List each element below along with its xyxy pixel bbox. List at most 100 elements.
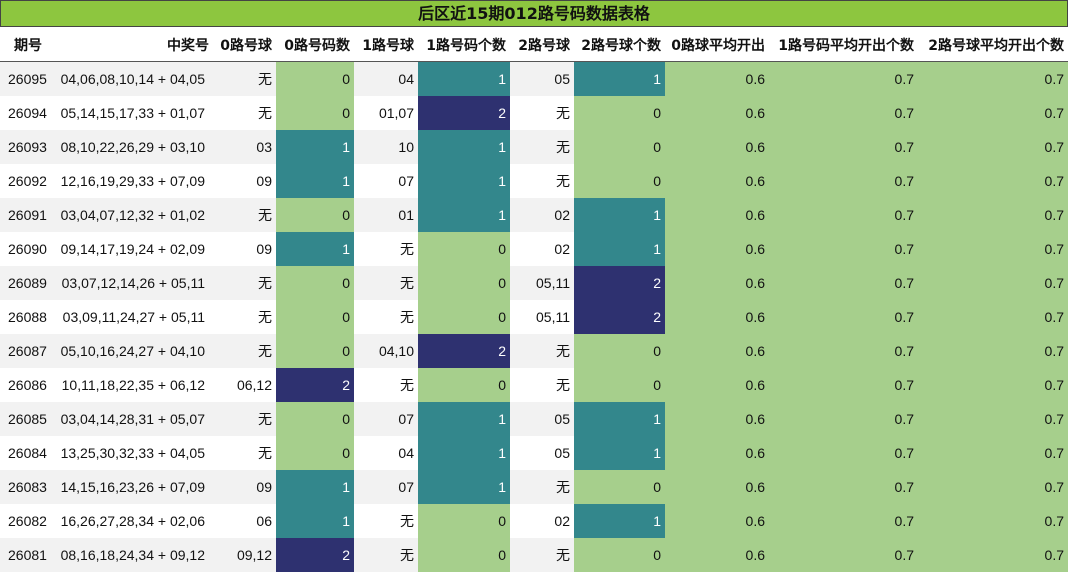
route2-avg-cell: 0.7 bbox=[918, 164, 1068, 198]
winning-numbers-cell: 08,16,18,24,34 + 09,12 bbox=[56, 538, 213, 572]
route1-balls-cell: 无 bbox=[354, 504, 418, 538]
route2-balls-cell: 无 bbox=[510, 164, 574, 198]
route2-balls-cell: 05 bbox=[510, 436, 574, 470]
route1-avg-cell: 0.7 bbox=[769, 266, 918, 300]
header-route1-balls: 1路号球 bbox=[354, 28, 418, 62]
header-route2-balls: 2路号球 bbox=[510, 28, 574, 62]
route0-balls-cell: 03 bbox=[213, 130, 276, 164]
route0-avg-cell: 0.6 bbox=[665, 61, 769, 96]
route0-count-cell: 1 bbox=[276, 504, 354, 538]
route0-balls-cell: 无 bbox=[213, 61, 276, 96]
route1-balls-cell: 04 bbox=[354, 436, 418, 470]
route0-count-cell: 0 bbox=[276, 402, 354, 436]
route0-count-cell: 2 bbox=[276, 538, 354, 572]
route0-balls-cell: 无 bbox=[213, 334, 276, 368]
table-title: 后区近15期012路号码数据表格 bbox=[0, 0, 1068, 27]
route1-count-cell: 2 bbox=[418, 96, 510, 130]
route0-avg-cell: 0.6 bbox=[665, 164, 769, 198]
route0-count-cell: 0 bbox=[276, 96, 354, 130]
route1-balls-cell: 07 bbox=[354, 402, 418, 436]
table-row: 26089 03,07,12,14,26 + 05,11 无 0 无 0 05,11 2 0.6… bbox=[0, 266, 1068, 300]
route2-balls-cell: 无 bbox=[510, 538, 574, 572]
header-row: 期号 中奖号 0路号球 0路号码数 1路号球 1路号码个数 2路号球 2路号球个… bbox=[0, 28, 1068, 62]
issue-cell: 26090 bbox=[0, 232, 56, 266]
route2-count-cell: 0 bbox=[574, 130, 665, 164]
route2-balls-cell: 02 bbox=[510, 504, 574, 538]
route0-balls-cell: 无 bbox=[213, 266, 276, 300]
header-route0-balls: 0路号球 bbox=[213, 28, 276, 62]
issue-cell: 26094 bbox=[0, 96, 56, 130]
route2-avg-cell: 0.7 bbox=[918, 232, 1068, 266]
table-body: 26095 04,06,08,10,14 + 04,05 无 0 04 1 05 1 0.6 0.… bbox=[0, 61, 1068, 572]
route1-balls-cell: 无 bbox=[354, 300, 418, 334]
route2-count-cell: 0 bbox=[574, 470, 665, 504]
route1-count-cell: 2 bbox=[418, 334, 510, 368]
route1-avg-cell: 0.7 bbox=[769, 232, 918, 266]
header-route0-avg: 0路球平均开出 bbox=[665, 28, 769, 62]
route0-balls-cell: 无 bbox=[213, 300, 276, 334]
winning-numbers-cell: 04,06,08,10,14 + 04,05 bbox=[56, 61, 213, 96]
issue-cell: 26086 bbox=[0, 368, 56, 402]
issue-cell: 26082 bbox=[0, 504, 56, 538]
issue-cell: 26083 bbox=[0, 470, 56, 504]
route0-count-cell: 0 bbox=[276, 334, 354, 368]
route1-avg-cell: 0.7 bbox=[769, 402, 918, 436]
route0-count-cell: 2 bbox=[276, 368, 354, 402]
table-row: 26088 03,09,11,24,27 + 05,11 无 0 无 0 05,11 2 0.6… bbox=[0, 300, 1068, 334]
winning-numbers-cell: 08,10,22,26,29 + 03,10 bbox=[56, 130, 213, 164]
route0-avg-cell: 0.6 bbox=[665, 130, 769, 164]
route2-balls-cell: 05 bbox=[510, 61, 574, 96]
route0-balls-cell: 无 bbox=[213, 436, 276, 470]
table-row: 26081 08,16,18,24,34 + 09,12 09,12 2 无 0 无 0 0.6… bbox=[0, 538, 1068, 572]
route2-avg-cell: 0.7 bbox=[918, 402, 1068, 436]
route2-balls-cell: 无 bbox=[510, 334, 574, 368]
route0-avg-cell: 0.6 bbox=[665, 436, 769, 470]
winning-numbers-cell: 05,14,15,17,33 + 01,07 bbox=[56, 96, 213, 130]
route2-avg-cell: 0.7 bbox=[918, 368, 1068, 402]
table-row: 26093 08,10,22,26,29 + 03,10 03 1 10 1 无 0 0.6 0.… bbox=[0, 130, 1068, 164]
route0-avg-cell: 0.6 bbox=[665, 232, 769, 266]
route1-count-cell: 1 bbox=[418, 470, 510, 504]
route1-balls-cell: 无 bbox=[354, 538, 418, 572]
route0-count-cell: 0 bbox=[276, 300, 354, 334]
route1-count-cell: 1 bbox=[418, 61, 510, 96]
route1-avg-cell: 0.7 bbox=[769, 300, 918, 334]
winning-numbers-cell: 03,09,11,24,27 + 05,11 bbox=[56, 300, 213, 334]
route2-count-cell: 2 bbox=[574, 300, 665, 334]
winning-numbers-cell: 03,07,12,14,26 + 05,11 bbox=[56, 266, 213, 300]
route2-balls-cell: 05 bbox=[510, 402, 574, 436]
route1-count-cell: 0 bbox=[418, 266, 510, 300]
route2-avg-cell: 0.7 bbox=[918, 436, 1068, 470]
route0-avg-cell: 0.6 bbox=[665, 368, 769, 402]
header-route1-count: 1路号码个数 bbox=[418, 28, 510, 62]
issue-cell: 26095 bbox=[0, 61, 56, 96]
route1-count-cell: 0 bbox=[418, 538, 510, 572]
route1-balls-cell: 无 bbox=[354, 368, 418, 402]
route0-count-cell: 1 bbox=[276, 470, 354, 504]
table-row: 26095 04,06,08,10,14 + 04,05 无 0 04 1 05 1 0.6 0.… bbox=[0, 61, 1068, 96]
route1-avg-cell: 0.7 bbox=[769, 130, 918, 164]
table-row: 26084 13,25,30,32,33 + 04,05 无 0 04 1 05 1 0.6 0.… bbox=[0, 436, 1068, 470]
route1-avg-cell: 0.7 bbox=[769, 436, 918, 470]
winning-numbers-cell: 05,10,16,24,27 + 04,10 bbox=[56, 334, 213, 368]
route0-count-cell: 1 bbox=[276, 130, 354, 164]
header-route2-count: 2路号球个数 bbox=[574, 28, 665, 62]
route0-avg-cell: 0.6 bbox=[665, 96, 769, 130]
winning-numbers-cell: 09,14,17,19,24 + 02,09 bbox=[56, 232, 213, 266]
data-table: 期号 中奖号 0路号球 0路号码数 1路号球 1路号码个数 2路号球 2路号球个… bbox=[0, 28, 1068, 572]
winning-numbers-cell: 03,04,14,28,31 + 05,07 bbox=[56, 402, 213, 436]
route2-count-cell: 0 bbox=[574, 538, 665, 572]
route2-avg-cell: 0.7 bbox=[918, 470, 1068, 504]
route2-avg-cell: 0.7 bbox=[918, 61, 1068, 96]
route2-balls-cell: 无 bbox=[510, 470, 574, 504]
header-route1-avg: 1路号码平均开出个数 bbox=[769, 28, 918, 62]
route1-balls-cell: 04 bbox=[354, 61, 418, 96]
route1-count-cell: 1 bbox=[418, 130, 510, 164]
issue-cell: 26085 bbox=[0, 402, 56, 436]
route1-count-cell: 0 bbox=[418, 300, 510, 334]
route2-balls-cell: 02 bbox=[510, 232, 574, 266]
route2-count-cell: 1 bbox=[574, 198, 665, 232]
route1-avg-cell: 0.7 bbox=[769, 164, 918, 198]
winning-numbers-cell: 12,16,19,29,33 + 07,09 bbox=[56, 164, 213, 198]
header-winning-numbers: 中奖号 bbox=[56, 28, 213, 62]
